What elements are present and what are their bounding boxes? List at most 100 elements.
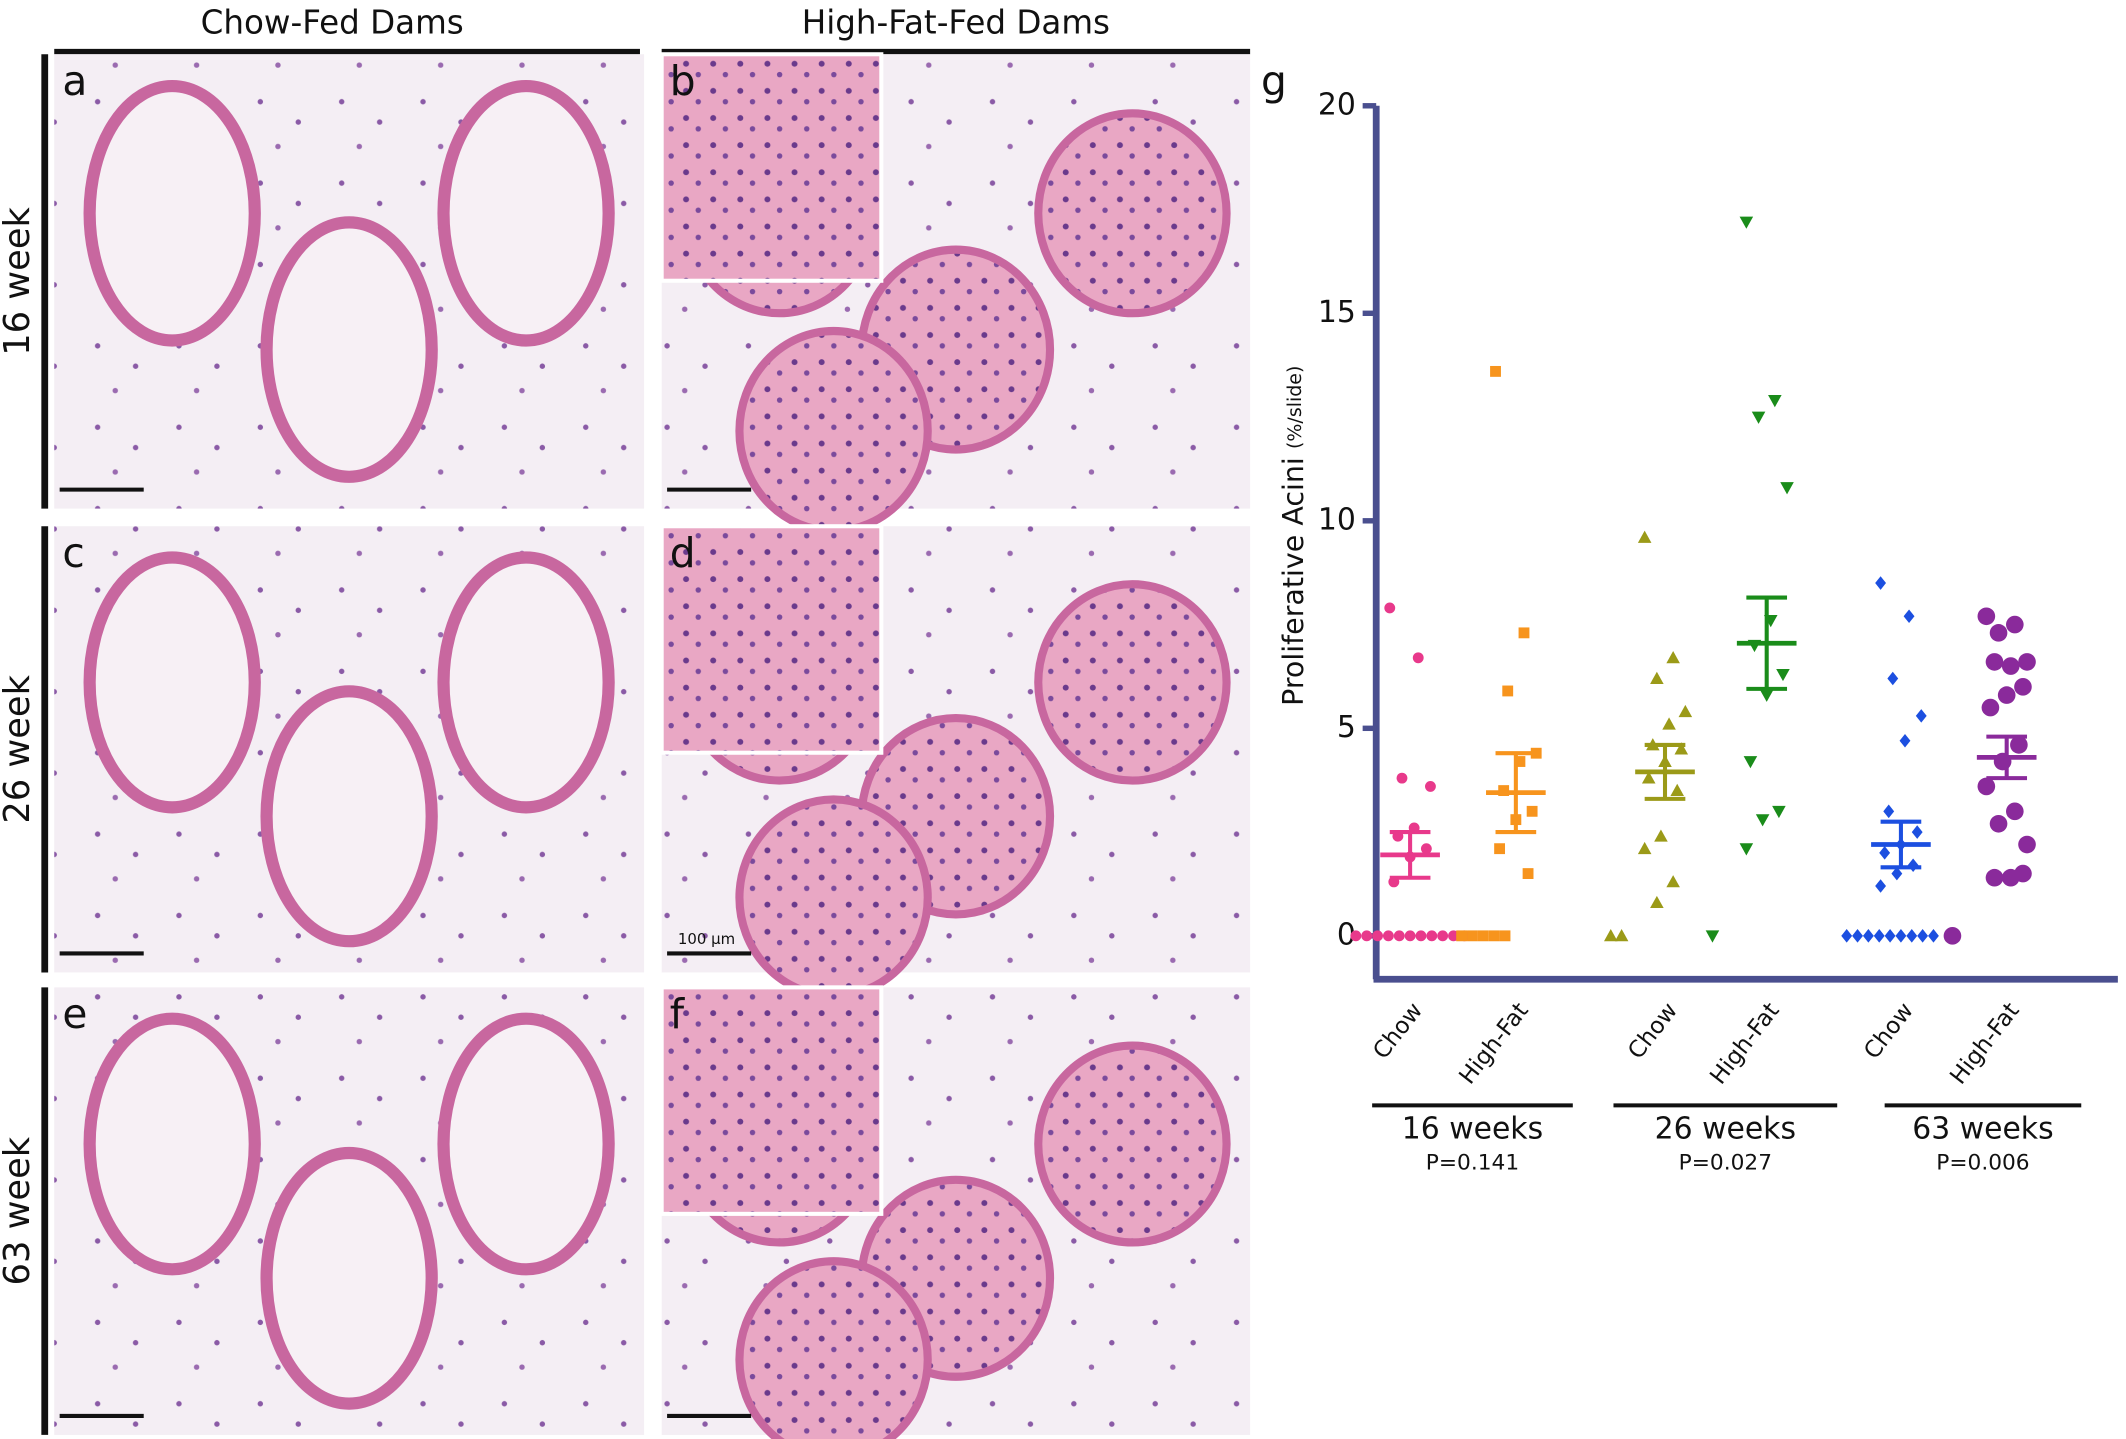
data-point — [2010, 736, 2028, 754]
data-point — [1502, 685, 1514, 697]
data-point — [1895, 929, 1907, 943]
data-point — [1382, 930, 1394, 942]
acinus — [83, 551, 261, 814]
data-point — [1514, 756, 1526, 767]
acinus — [260, 685, 438, 948]
data-point — [1852, 929, 1863, 943]
y-tick-label: 5 — [1337, 710, 1356, 745]
data-point — [1670, 783, 1684, 796]
panel-letter: g — [1261, 57, 1287, 105]
data-point — [1917, 929, 1929, 943]
inset — [659, 52, 884, 283]
y-axis-label: Proliferative Acini (%/slide) — [1277, 366, 1310, 706]
data-point — [1426, 930, 1438, 942]
data-point — [2001, 657, 2020, 675]
data-point — [1907, 858, 1919, 873]
row-label: 26 week — [0, 674, 38, 823]
scale-label: 100 µm — [678, 930, 735, 948]
data-point — [1943, 927, 1962, 945]
inset — [659, 985, 884, 1216]
data-point — [2006, 802, 2024, 821]
data-point — [1739, 843, 1754, 856]
group-label: 26 weeks — [1655, 1111, 1796, 1146]
data-point — [1666, 650, 1680, 664]
data-point — [1494, 843, 1506, 855]
panel-letter: b — [670, 57, 696, 105]
data-point — [1989, 814, 2008, 833]
data-point — [1614, 929, 1629, 942]
data-point — [1884, 929, 1896, 943]
data-point — [1603, 929, 1618, 942]
data-point — [1448, 930, 1459, 942]
data-point — [2018, 653, 2036, 671]
data-point — [1404, 930, 1416, 942]
acinus — [83, 1012, 261, 1276]
data-point — [1862, 929, 1874, 943]
data-point — [1891, 866, 1903, 881]
y-tick-label: 0 — [1337, 917, 1356, 952]
panel-letter: a — [62, 57, 87, 105]
chart: g 0 5 10 15 20 Proliferative Acini (%/slide) Cho… — [1261, 57, 2118, 1176]
data-point — [1873, 929, 1885, 943]
data-point — [2006, 615, 2024, 634]
acinus — [83, 79, 261, 347]
data-point — [1977, 777, 1996, 796]
data-point — [1350, 930, 1362, 942]
data-point — [1751, 411, 1766, 424]
x-tick-label: Chow — [1623, 998, 1683, 1064]
x-tick-label: High-Fat — [1945, 998, 2024, 1089]
data-point — [1518, 627, 1530, 639]
data-point — [1841, 929, 1853, 943]
y-tick-label: 15 — [1318, 295, 1356, 330]
data-point — [1768, 395, 1782, 408]
data-point — [1739, 216, 1754, 229]
data-point — [1759, 689, 1774, 702]
panel-letter: d — [670, 529, 696, 577]
x-tick-label: High-Fat — [1705, 998, 1784, 1089]
acinus — [1034, 580, 1231, 785]
y-axis-title: Proliferative Acini — [1277, 457, 1310, 706]
data-point — [1412, 652, 1424, 664]
data-point — [1879, 846, 1891, 860]
data-point — [1425, 780, 1436, 792]
panel-letter: c — [62, 529, 84, 577]
acinus — [437, 1012, 615, 1276]
data-point — [1654, 829, 1668, 842]
data-point — [1903, 609, 1915, 624]
data-point — [1499, 930, 1511, 942]
acinus — [1034, 109, 1231, 318]
data-point — [1396, 772, 1408, 784]
p-value: P=0.141 — [1426, 1151, 1519, 1176]
data-point — [1772, 805, 1786, 819]
data-point — [1666, 875, 1680, 888]
data-point — [1743, 756, 1758, 769]
data-point — [1705, 930, 1720, 943]
data-point — [1637, 530, 1652, 543]
data-point — [1899, 733, 1911, 748]
data-point — [1662, 717, 1676, 730]
data-point — [1650, 671, 1664, 684]
data-point — [1637, 841, 1652, 855]
data-point — [1393, 930, 1405, 942]
data-point — [1641, 771, 1656, 784]
data-point — [1977, 607, 1996, 626]
acinus — [735, 1257, 932, 1439]
data-point — [1477, 930, 1489, 942]
data-point — [1985, 653, 2004, 671]
acinus — [260, 1146, 438, 1410]
data-point — [1522, 868, 1534, 879]
data-point — [1456, 930, 1468, 942]
acinus — [735, 795, 932, 1000]
data-point — [1467, 930, 1478, 942]
group-label: 63 weeks — [1912, 1111, 2053, 1146]
data-point — [1875, 879, 1887, 893]
inset — [659, 524, 884, 755]
data-point — [1915, 709, 1927, 723]
acinus — [1034, 1041, 1231, 1247]
data-point — [1678, 704, 1693, 718]
data-point — [1650, 895, 1664, 909]
data-point — [1883, 804, 1895, 819]
column-header: Chow-Fed Dams — [201, 3, 464, 41]
data-point — [1989, 624, 2008, 642]
